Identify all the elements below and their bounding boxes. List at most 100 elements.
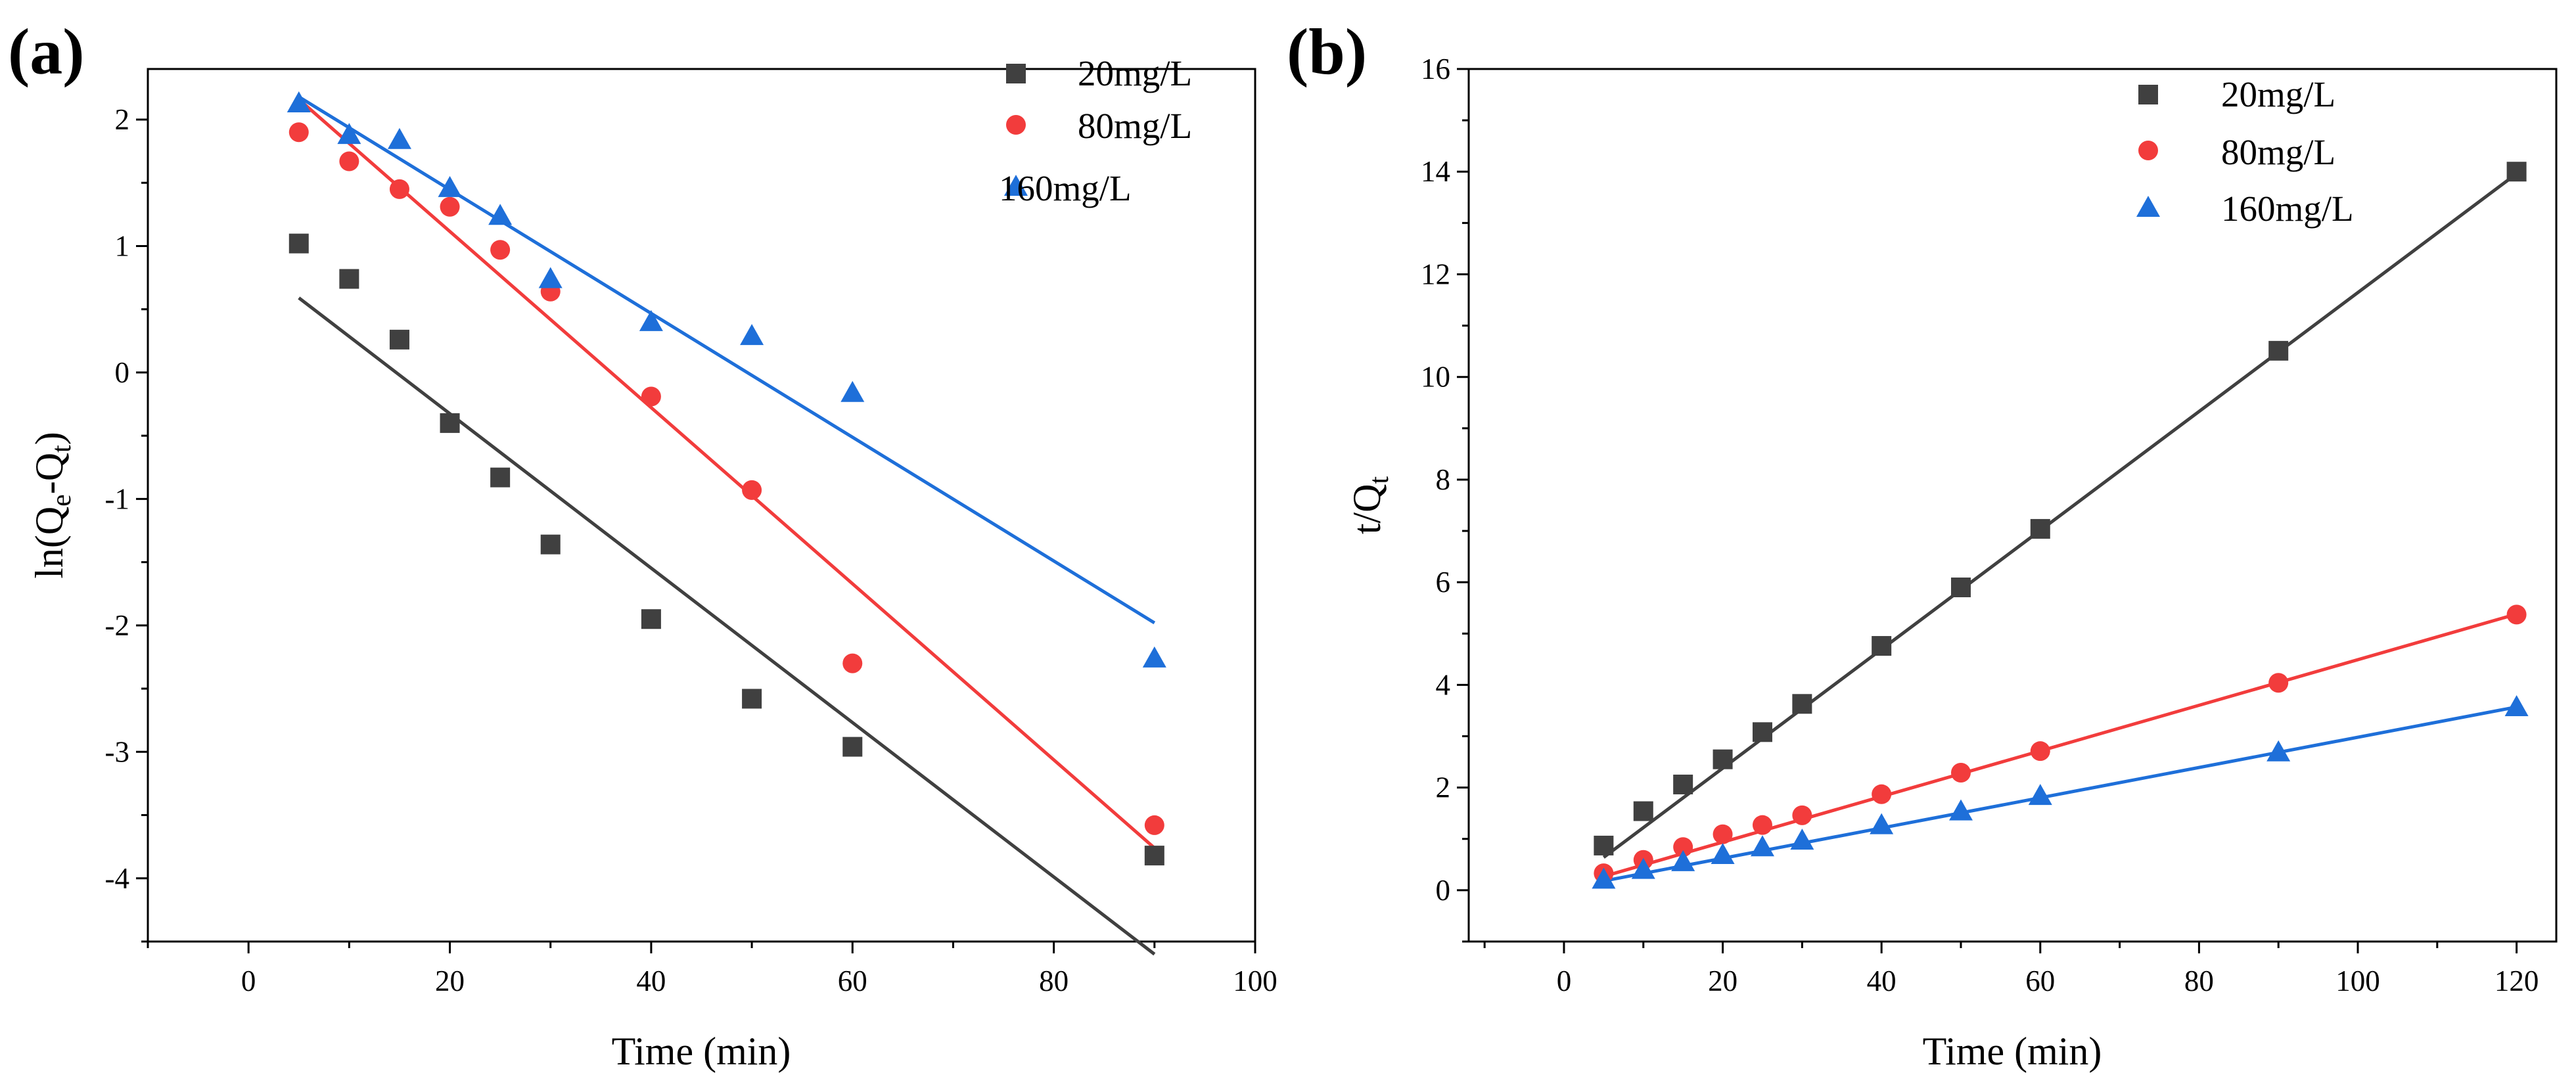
x-tick-label: 120 (2495, 965, 2539, 997)
panel-b-y-axis-label: t/Qt (1345, 476, 1394, 535)
data-point-160mg/L (488, 204, 513, 225)
x-tick-label: 80 (2184, 965, 2214, 997)
data-point-80mg/L (2268, 673, 2289, 693)
fit-line-160mg/L (1603, 705, 2518, 883)
data-point-20mg/L (2030, 518, 2050, 539)
panel-b-legend-square-marker (2138, 85, 2158, 104)
panel-b-legend-160: 160mg/L (2221, 189, 2354, 229)
data-point-80mg/L (389, 179, 409, 199)
panel-a-legend-160: 160mg/L (999, 168, 1132, 208)
x-tick-label: 0 (1557, 965, 1572, 997)
data-point-160mg/L (1142, 646, 1166, 668)
data-point-160mg/L (740, 324, 764, 346)
data-point-20mg/L (1144, 846, 1164, 866)
y-tick-label: -4 (105, 862, 130, 895)
fit-line-20mg/L (1602, 172, 2518, 859)
panel-b-legend-20: 20mg/L (2221, 74, 2335, 114)
data-point-20mg/L (490, 467, 511, 488)
data-point-160mg/L (287, 91, 311, 112)
data-point-20mg/L (742, 689, 762, 709)
fit-line-80mg/L (1603, 612, 2518, 878)
data-point-80mg/L (288, 122, 309, 143)
panel-a-x-axis-label: Time (min) (612, 1030, 791, 1073)
y-tick-label: 10 (1421, 361, 1450, 394)
data-point-160mg/L (1592, 867, 1616, 889)
data-point-20mg/L (288, 233, 309, 254)
panel-b-x-axis-label: Time (min) (1923, 1030, 2102, 1073)
panel-b-plot-frame (1467, 68, 2558, 943)
data-point-80mg/L (1872, 784, 1892, 804)
y-tick-label: -1 (105, 482, 130, 515)
y-tick-label: -2 (105, 609, 130, 642)
panel-a-legend: 20mg/L 80mg/L 160mg/L (999, 53, 1192, 208)
data-point-80mg/L (1950, 762, 1971, 783)
data-point-80mg/L (1792, 805, 1812, 825)
data-point-20mg/L (1673, 774, 1693, 794)
panel-a-legend-square-marker (1006, 64, 1026, 83)
x-tick-label: 100 (2335, 965, 2380, 997)
x-tick-label: 80 (1039, 965, 1069, 997)
x-tick-label: 100 (1233, 965, 1277, 997)
y-tick-label: 1 (115, 229, 130, 262)
data-point-160mg/L (538, 267, 563, 288)
data-point-80mg/L (2030, 741, 2050, 762)
x-tick-label: 60 (838, 965, 867, 997)
data-point-80mg/L (1144, 815, 1164, 835)
fit-line-20mg/L (298, 296, 1156, 956)
data-point-20mg/L (389, 329, 409, 350)
data-point-80mg/L (1713, 824, 1733, 844)
panel-a-ylabel-post: ) (28, 432, 71, 445)
data-point-160mg/L (639, 309, 663, 331)
panel-a-points (287, 91, 1166, 866)
panel-a-legend-circle-marker (1006, 115, 1026, 135)
data-point-160mg/L (337, 123, 361, 145)
data-point-20mg/L (1792, 694, 1812, 714)
data-point-20mg/L (1872, 636, 1892, 656)
x-tick-label: 20 (435, 965, 465, 997)
data-point-160mg/L (1711, 842, 1735, 864)
data-point-160mg/L (1790, 829, 1814, 850)
panel-a-y-ticks: -4 -3 -2 -1 0 1 2 (105, 103, 148, 943)
panel-a-legend-triangle-marker (1004, 175, 1028, 196)
panel-a-ylabel-sub1: e (47, 494, 77, 507)
panel-b-legend-80: 80mg/L (2221, 132, 2335, 172)
x-tick-label: 40 (1867, 965, 1897, 997)
panel-b-ylabel-sub1: t (1364, 476, 1394, 484)
data-point-20mg/L (540, 534, 561, 555)
panel-a-y-axis-label: ln(Qe-Qt) (28, 432, 77, 579)
data-point-160mg/L (1631, 857, 1655, 879)
fit-line-160mg/L (298, 95, 1156, 625)
y-tick-label: 0 (1436, 874, 1451, 907)
panel-a-fit-lines (298, 95, 1156, 956)
y-tick-label: 6 (1436, 566, 1451, 599)
panel-b-legend-triangle-marker (2136, 196, 2160, 217)
data-point-20mg/L (641, 609, 661, 629)
panel-b-fit-lines (1602, 172, 2518, 883)
x-tick-label: 60 (2025, 965, 2055, 997)
y-tick-label: 8 (1436, 463, 1451, 496)
data-point-20mg/L (1633, 801, 1653, 821)
y-tick-label: 2 (115, 103, 130, 136)
panel-b-ylabel-pre: t/Q (1345, 484, 1389, 535)
data-point-20mg/L (440, 413, 460, 433)
data-point-160mg/L (1750, 835, 1774, 857)
y-tick-label: 2 (1436, 771, 1451, 804)
data-point-20mg/L (842, 737, 863, 757)
data-point-80mg/L (440, 196, 460, 217)
data-point-160mg/L (1671, 850, 1695, 871)
panel-a-label: (a) (8, 15, 85, 88)
data-point-160mg/L (2028, 784, 2052, 806)
data-point-80mg/L (1752, 815, 1772, 835)
panel-b: (b) 0 20 40 60 80 100 120 0 2 4 6 8 10 12 14 16 Time (… (1287, 15, 2558, 1073)
panel-a-legend-80: 80mg/L (1078, 106, 1192, 146)
panel-b-label: (b) (1287, 15, 1367, 88)
y-tick-label: 4 (1436, 668, 1451, 701)
panel-b-legend-circle-marker (2138, 141, 2158, 160)
panel-b-x-ticks: 0 20 40 60 80 100 120 (1483, 942, 2539, 997)
data-point-160mg/L (387, 127, 411, 149)
data-point-20mg/L (1713, 749, 1733, 769)
panel-a-plot-frame (147, 68, 1256, 943)
data-point-80mg/L (1673, 837, 1693, 857)
